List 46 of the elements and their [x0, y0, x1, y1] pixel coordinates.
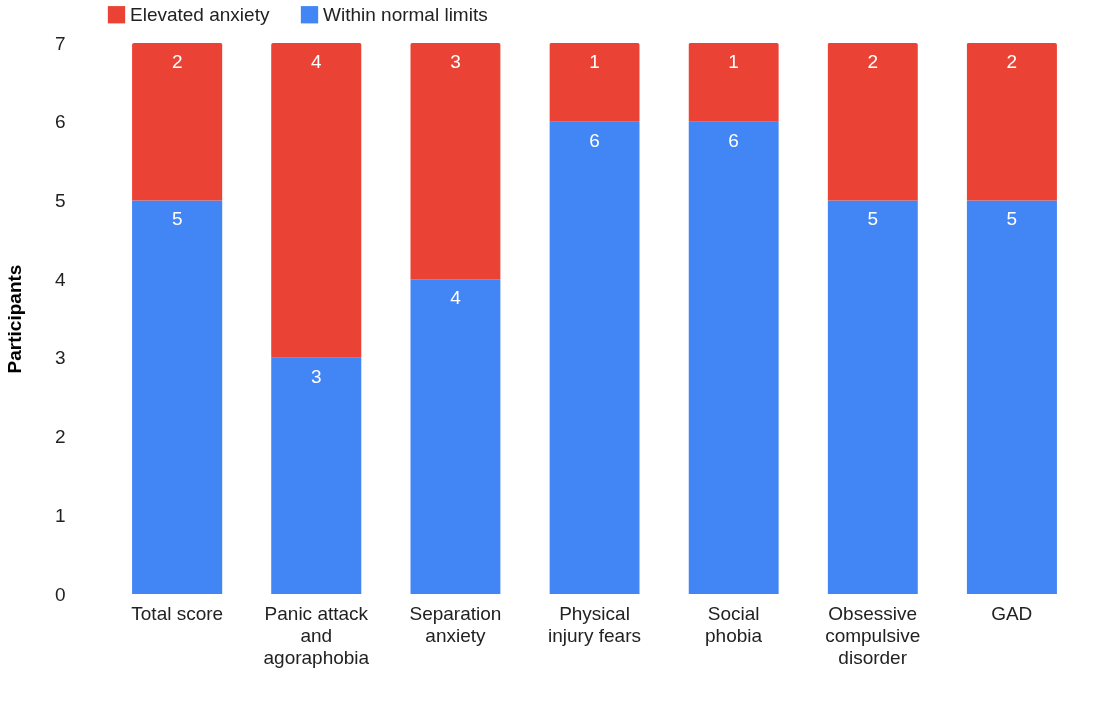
- data-label: 5: [171, 208, 183, 230]
- data-label: 4: [450, 287, 462, 309]
- bar: [966, 200, 1057, 594]
- y-tick-label: 7: [54, 32, 66, 54]
- data-label: 2: [1006, 51, 1018, 72]
- bar: [688, 43, 779, 122]
- data-label: 3: [311, 365, 322, 387]
- bar: [827, 43, 918, 201]
- y-tick-label: 4: [54, 268, 66, 290]
- bar: [549, 43, 640, 122]
- x-tick-label: Obsessive compulsive disorder: [825, 602, 921, 668]
- bar: [688, 121, 779, 594]
- x-tick-label: Panic attack and agoraphobia: [263, 602, 370, 668]
- x-tick-label: Social phobia: [705, 602, 763, 646]
- bar: [271, 43, 362, 358]
- bar: [132, 200, 223, 594]
- x-tick-label: Separation anxiety: [409, 602, 502, 646]
- bar: [271, 357, 362, 594]
- data-label: 1: [728, 51, 739, 72]
- x-tick-label: Total score: [131, 602, 224, 624]
- data-label: 3: [450, 51, 461, 72]
- x-tick-label: GAD: [991, 602, 1033, 624]
- y-tick-label: 5: [54, 189, 66, 211]
- data-label: 5: [867, 208, 878, 230]
- bar: [549, 121, 640, 594]
- bar: [966, 43, 1057, 201]
- data-label: 4: [311, 51, 323, 72]
- data-label: 6: [589, 129, 600, 151]
- y-tick-label: 3: [54, 347, 66, 369]
- y-tick-label: 2: [54, 426, 66, 448]
- y-tick-label: 6: [54, 111, 66, 133]
- data-label: 5: [1006, 208, 1018, 230]
- bar: [827, 200, 918, 594]
- bar: [410, 279, 501, 594]
- bar: [410, 43, 501, 280]
- y-axis-title: Participants: [3, 264, 25, 374]
- legend-label: Elevated anxiety: [130, 3, 270, 25]
- bar: [132, 43, 223, 201]
- x-tick-label: Physical injury fears: [548, 602, 641, 646]
- data-label: 2: [171, 51, 183, 72]
- y-tick-label: 0: [54, 583, 66, 605]
- legend-label: Within normal limits: [323, 3, 488, 25]
- data-label: 6: [728, 129, 739, 151]
- y-tick-label: 1: [54, 504, 66, 526]
- data-label: 1: [589, 51, 600, 72]
- data-label: 2: [867, 51, 878, 72]
